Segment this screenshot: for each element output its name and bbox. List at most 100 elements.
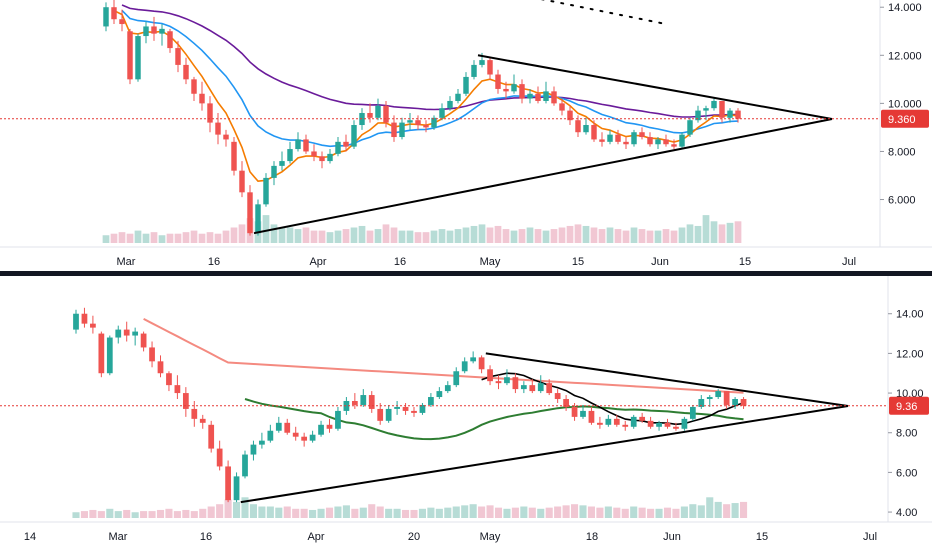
candle[interactable] (679, 134, 685, 147)
candle[interactable] (527, 93, 533, 99)
candle[interactable] (98, 333, 105, 374)
candle[interactable] (546, 383, 553, 394)
candle[interactable] (159, 28, 165, 34)
candle[interactable] (360, 395, 367, 405)
candle[interactable] (504, 377, 510, 384)
candle[interactable] (575, 120, 581, 133)
candle[interactable] (191, 408, 198, 419)
candle[interactable] (554, 393, 561, 400)
candle[interactable] (250, 444, 257, 455)
candle[interactable] (663, 139, 669, 145)
candle[interactable] (151, 26, 157, 34)
candle[interactable] (615, 134, 621, 142)
candle[interactable] (535, 93, 541, 101)
candle[interactable] (327, 153, 333, 162)
candle[interactable] (415, 120, 421, 126)
candle[interactable] (487, 369, 493, 382)
candle[interactable] (335, 410, 341, 429)
candle[interactable] (174, 385, 181, 394)
candle[interactable] (461, 361, 468, 372)
candle[interactable] (723, 391, 730, 405)
candle[interactable] (351, 401, 358, 405)
candle[interactable] (119, 19, 125, 25)
candle[interactable] (111, 7, 117, 20)
candle[interactable] (529, 385, 536, 392)
candle[interactable] (275, 422, 282, 431)
candle[interactable] (123, 329, 130, 336)
candle[interactable] (359, 112, 365, 126)
candle[interactable] (689, 406, 696, 419)
candle[interactable] (343, 141, 349, 147)
candle[interactable] (149, 347, 155, 362)
trendline[interactable] (253, 118, 833, 235)
candle[interactable] (673, 426, 679, 429)
candle[interactable] (411, 410, 417, 413)
candle[interactable] (311, 151, 317, 157)
candle[interactable] (471, 64, 477, 77)
candle[interactable] (157, 361, 164, 374)
candle[interactable] (183, 64, 189, 80)
candle[interactable] (115, 329, 122, 338)
candle[interactable] (439, 108, 445, 118)
candle[interactable] (695, 110, 701, 121)
candle[interactable] (495, 381, 502, 384)
candle[interactable] (301, 436, 308, 441)
candle[interactable] (399, 122, 405, 138)
candle[interactable] (559, 103, 565, 111)
candle[interactable] (394, 406, 400, 409)
candle[interactable] (383, 105, 389, 123)
candle[interactable] (503, 88, 509, 92)
candle[interactable] (735, 110, 741, 119)
candle[interactable] (719, 100, 725, 118)
candle[interactable] (199, 418, 206, 423)
candle[interactable] (687, 120, 693, 135)
candle[interactable] (368, 395, 375, 409)
candle[interactable] (167, 31, 173, 49)
candle[interactable] (267, 430, 274, 441)
candle[interactable] (402, 406, 409, 411)
candle[interactable] (591, 125, 597, 140)
candle[interactable] (520, 385, 527, 390)
candle[interactable] (419, 404, 426, 413)
candle[interactable] (242, 454, 248, 477)
candle[interactable] (732, 399, 738, 405)
candle[interactable] (135, 36, 141, 80)
trendline[interactable] (485, 352, 849, 407)
candle[interactable] (630, 416, 637, 427)
candle[interactable] (647, 137, 653, 145)
candle[interactable] (255, 204, 261, 234)
candle[interactable] (622, 424, 629, 427)
candle[interactable] (706, 397, 713, 400)
candle[interactable] (599, 139, 605, 142)
candle[interactable] (106, 337, 113, 374)
candle[interactable] (470, 357, 477, 362)
panel-divider[interactable] (0, 271, 932, 276)
candle[interactable] (537, 383, 544, 392)
candle[interactable] (391, 122, 397, 138)
candle[interactable] (647, 420, 654, 427)
candle[interactable] (175, 48, 181, 65)
candle[interactable] (216, 448, 223, 467)
candle[interactable] (631, 132, 637, 145)
candle[interactable] (655, 139, 661, 145)
candle[interactable] (639, 132, 645, 138)
candle[interactable] (597, 422, 603, 425)
candle[interactable] (543, 91, 549, 101)
candle[interactable] (487, 60, 493, 75)
candle[interactable] (225, 466, 231, 501)
candle[interactable] (698, 399, 705, 407)
candle[interactable] (407, 120, 413, 123)
candle[interactable] (223, 134, 229, 140)
dotted-trendline[interactable] (522, 0, 667, 26)
candle[interactable] (583, 125, 589, 133)
candle[interactable] (639, 416, 646, 421)
candle[interactable] (563, 399, 569, 407)
candle[interactable] (703, 108, 709, 111)
candle[interactable] (727, 110, 733, 118)
candle[interactable] (143, 26, 149, 37)
candle[interactable] (613, 418, 620, 425)
candle[interactable] (385, 408, 392, 421)
candle[interactable] (239, 170, 245, 193)
candle[interactable] (303, 139, 309, 152)
